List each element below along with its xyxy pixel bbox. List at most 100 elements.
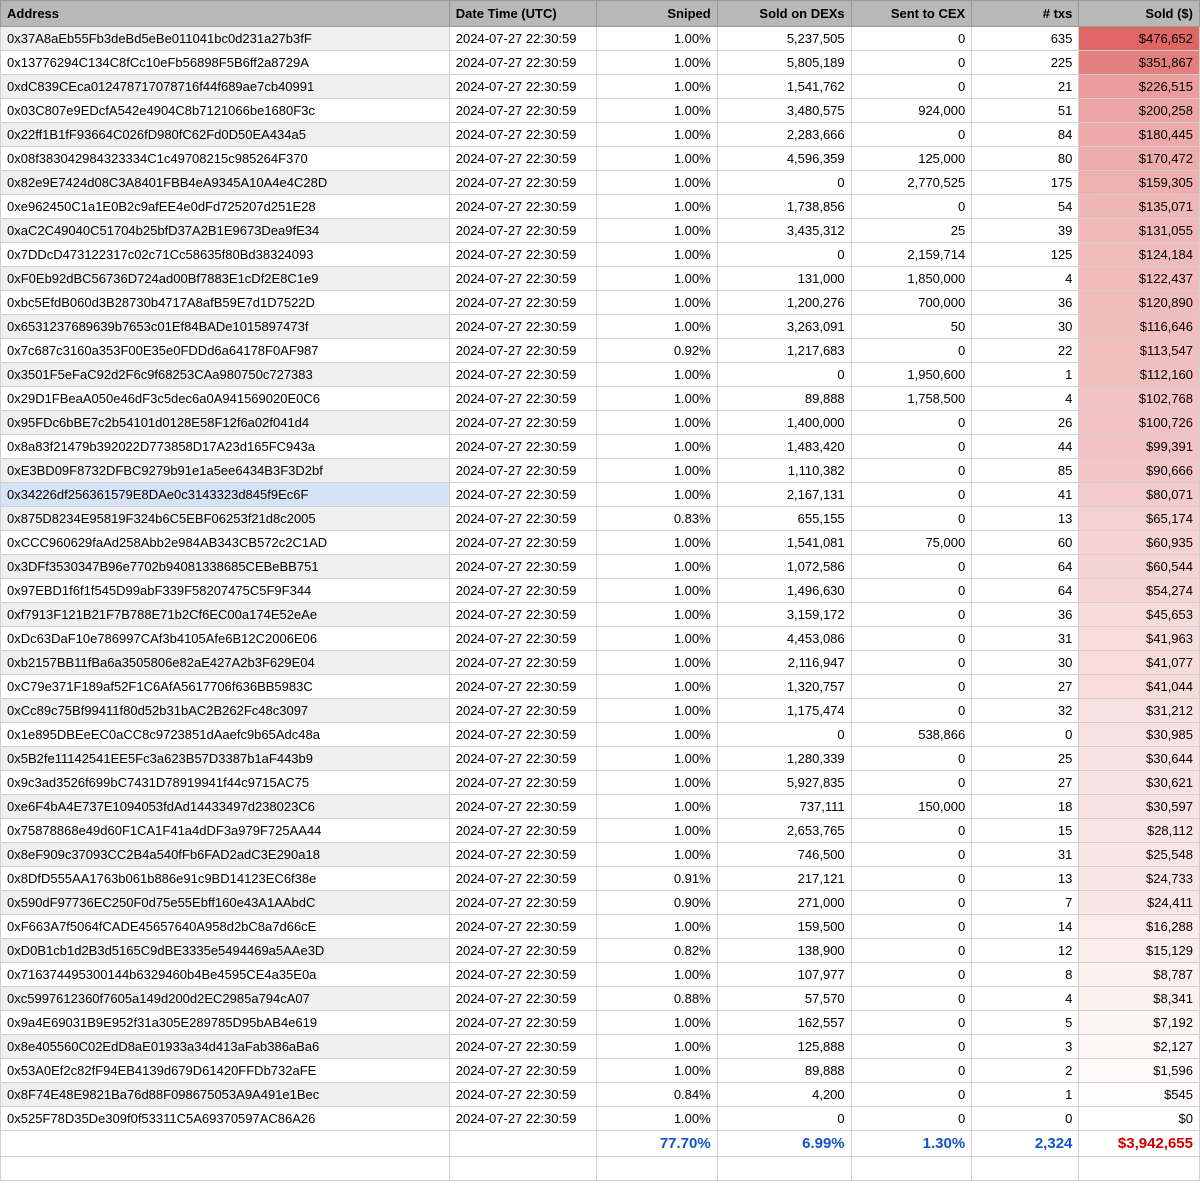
table-row[interactable]: 0xE3BD09F8732DFBC9279b91e1a5ee6434B3F3D2… bbox=[1, 459, 1200, 483]
cell-address[interactable]: 0x8DfD555AA1763b061b886e91c9BD14123EC6f3… bbox=[1, 867, 450, 891]
cell-address[interactable]: 0x29D1FBeaA050e46dF3c5dec6a0A941569020E0… bbox=[1, 387, 450, 411]
table-row[interactable]: 0x8F74E48E9821Ba76d88F098675053A9A491e1B… bbox=[1, 1083, 1200, 1107]
table-row[interactable]: 0x875D8234E95819F324b6C5EBF06253f21d8c20… bbox=[1, 507, 1200, 531]
table-row[interactable]: 0x9c3ad3526f699bC7431D78919941f44c9715AC… bbox=[1, 771, 1200, 795]
table-row[interactable]: 0x13776294C134C8fCc10eFb56898F5B6ff2a872… bbox=[1, 51, 1200, 75]
cell-address[interactable]: 0x1e895DBEeEC0aCC8c9723851dAaefc9b65Adc4… bbox=[1, 723, 450, 747]
cell-address[interactable]: 0x875D8234E95819F324b6C5EBF06253f21d8c20… bbox=[1, 507, 450, 531]
cell-address[interactable]: 0x13776294C134C8fCc10eFb56898F5B6ff2a872… bbox=[1, 51, 450, 75]
table-row[interactable]: 0x590dF97736EC250F0d75e55Ebff160e43A1AAb… bbox=[1, 891, 1200, 915]
cell-address[interactable]: 0xCc89c75Bf99411f80d52b31bAC2B262Fc48c30… bbox=[1, 699, 450, 723]
col-header-address[interactable]: Address bbox=[1, 1, 450, 27]
table-row[interactable]: 0x6531237689639b7653c01Ef84BADe101589747… bbox=[1, 315, 1200, 339]
table-row[interactable]: 0x3DFf3530347B96e7702b94081338685CEBeBB7… bbox=[1, 555, 1200, 579]
col-header-cex[interactable]: Sent to CEX bbox=[851, 1, 972, 27]
cell-address[interactable]: 0x22ff1B1fF93664C026fD980fC62Fd0D50EA434… bbox=[1, 123, 450, 147]
table-row[interactable]: 0x716374495300144b6329460b4Be4595CE4a35E… bbox=[1, 963, 1200, 987]
cell-address[interactable]: 0xe6F4bA4E737E1094053fdAd14433497d238023… bbox=[1, 795, 450, 819]
table-row[interactable]: 0x5B2fe11142541EE5Fc3a623B57D3387b1aF443… bbox=[1, 747, 1200, 771]
table-row[interactable]: 0x1e895DBEeEC0aCC8c9723851dAaefc9b65Adc4… bbox=[1, 723, 1200, 747]
table-row[interactable]: 0xDc63DaF10e786997CAf3b4105Afe6B12C2006E… bbox=[1, 627, 1200, 651]
table-row[interactable]: 0x08f383042984323334C1c49708215c985264F3… bbox=[1, 147, 1200, 171]
table-row[interactable]: 0xD0B1cb1d2B3d5165C9dBE3335e5494469a5AAe… bbox=[1, 939, 1200, 963]
cell-address[interactable]: 0x590dF97736EC250F0d75e55Ebff160e43A1AAb… bbox=[1, 891, 450, 915]
cell-address[interactable]: 0xaC2C49040C51704b25bfD37A2B1E9673Dea9fE… bbox=[1, 219, 450, 243]
cell-address[interactable]: 0xCCC960629faAd258Abb2e984AB343CB572c2C1… bbox=[1, 531, 450, 555]
cell-sniped: 0.90% bbox=[597, 891, 718, 915]
table-row[interactable]: 0x7c687c3160a353F00E35e0FDDd6a64178F0AF9… bbox=[1, 339, 1200, 363]
table-row[interactable]: 0xC79e371F189af52F1C6AfA5617706f636BB598… bbox=[1, 675, 1200, 699]
table-row[interactable]: 0xe962450C1a1E0B2c9afEE4e0dFd725207d251E… bbox=[1, 195, 1200, 219]
cell-address[interactable]: 0x5B2fe11142541EE5Fc3a623B57D3387b1aF443… bbox=[1, 747, 450, 771]
cell-address[interactable]: 0x95FDc6bBE7c2b54101d0128E58F12f6a02f041… bbox=[1, 411, 450, 435]
table-row[interactable]: 0xdC839CEca012478717078716f44f689ae7cb40… bbox=[1, 75, 1200, 99]
table-row[interactable]: 0xc5997612360f7605a149d200d2EC2985a794cA… bbox=[1, 987, 1200, 1011]
cell-address[interactable]: 0xE3BD09F8732DFBC9279b91e1a5ee6434B3F3D2… bbox=[1, 459, 450, 483]
cell-address[interactable]: 0xe962450C1a1E0B2c9afEE4e0dFd725207d251E… bbox=[1, 195, 450, 219]
table-row[interactable]: 0x75878868e49d60F1CA1F41a4dDF3a979F725AA… bbox=[1, 819, 1200, 843]
col-header-sniped[interactable]: Sniped bbox=[597, 1, 718, 27]
cell-address[interactable]: 0xD0B1cb1d2B3d5165C9dBE3335e5494469a5AAe… bbox=[1, 939, 450, 963]
table-row[interactable]: 0x8e405560C02EdD8aE01933a34d413aFab386aB… bbox=[1, 1035, 1200, 1059]
cell-address[interactable]: 0x37A8aEb55Fb3deBd5eBe011041bc0d231a27b3… bbox=[1, 27, 450, 51]
table-row[interactable]: 0xCc89c75Bf99411f80d52b31bAC2B262Fc48c30… bbox=[1, 699, 1200, 723]
cell-address[interactable]: 0x03C807e9EDcfA542e4904C8b7121066be1680F… bbox=[1, 99, 450, 123]
table-row[interactable]: 0x3501F5eFaC92d2F6c9f68253CAa980750c7273… bbox=[1, 363, 1200, 387]
cell-address[interactable]: 0x3501F5eFaC92d2F6c9f68253CAa980750c7273… bbox=[1, 363, 450, 387]
col-header-txs[interactable]: # txs bbox=[972, 1, 1079, 27]
table-row[interactable]: 0xe6F4bA4E737E1094053fdAd14433497d238023… bbox=[1, 795, 1200, 819]
table-row[interactable]: 0x8a83f21479b392022D773858D17A23d165FC94… bbox=[1, 435, 1200, 459]
col-header-dex[interactable]: Sold on DEXs bbox=[717, 1, 851, 27]
table-row[interactable]: 0x9a4E69031B9E952f31a305E289785D95bAB4e6… bbox=[1, 1011, 1200, 1035]
table-row[interactable]: 0x7DDcD473122317c02c71Cc58635f80Bd383240… bbox=[1, 243, 1200, 267]
cell-address[interactable]: 0x82e9E7424d08C3A8401FBB4eA9345A10A4e4C2… bbox=[1, 171, 450, 195]
table-row[interactable]: 0xb2157BB11fBa6a3505806e82aE427A2b3F629E… bbox=[1, 651, 1200, 675]
cell-address[interactable]: 0x9a4E69031B9E952f31a305E289785D95bAB4e6… bbox=[1, 1011, 450, 1035]
table-row[interactable]: 0xF0Eb92dBC56736D724ad00Bf7883E1cDf2E8C1… bbox=[1, 267, 1200, 291]
cell-address[interactable]: 0x7DDcD473122317c02c71Cc58635f80Bd383240… bbox=[1, 243, 450, 267]
table-row[interactable]: 0xF663A7f5064fCADE45657640A958d2bC8a7d66… bbox=[1, 915, 1200, 939]
table-row[interactable]: 0x8eF909c37093CC2B4a540fFb6FAD2adC3E290a… bbox=[1, 843, 1200, 867]
table-row[interactable]: 0x34226df256361579E8DAe0c3143323d845f9Ec… bbox=[1, 483, 1200, 507]
cell-address[interactable]: 0x8eF909c37093CC2B4a540fFb6FAD2adC3E290a… bbox=[1, 843, 450, 867]
cell-address[interactable]: 0x525F78D35De309f0f53311C5A69370597AC86A… bbox=[1, 1107, 450, 1131]
cell-address[interactable]: 0x75878868e49d60F1CA1F41a4dDF3a979F725AA… bbox=[1, 819, 450, 843]
cell-address[interactable]: 0xdC839CEca012478717078716f44f689ae7cb40… bbox=[1, 75, 450, 99]
table-row[interactable]: 0x03C807e9EDcfA542e4904C8b7121066be1680F… bbox=[1, 99, 1200, 123]
cell-address[interactable]: 0x34226df256361579E8DAe0c3143323d845f9Ec… bbox=[1, 483, 450, 507]
cell-address[interactable]: 0x53A0Ef2c82fF94EB4139d679D61420FFDb732a… bbox=[1, 1059, 450, 1083]
table-row[interactable]: 0xCCC960629faAd258Abb2e984AB343CB572c2C1… bbox=[1, 531, 1200, 555]
cell-address[interactable]: 0xDc63DaF10e786997CAf3b4105Afe6B12C2006E… bbox=[1, 627, 450, 651]
cell-address[interactable]: 0x8a83f21479b392022D773858D17A23d165FC94… bbox=[1, 435, 450, 459]
table-row[interactable]: 0x82e9E7424d08C3A8401FBB4eA9345A10A4e4C2… bbox=[1, 171, 1200, 195]
cell-address[interactable]: 0xF663A7f5064fCADE45657640A958d2bC8a7d66… bbox=[1, 915, 450, 939]
table-row[interactable]: 0xbc5EfdB060d3B28730b4717A8afB59E7d1D752… bbox=[1, 291, 1200, 315]
table-row[interactable]: 0x95FDc6bBE7c2b54101d0128E58F12f6a02f041… bbox=[1, 411, 1200, 435]
cell-address[interactable]: 0x8e405560C02EdD8aE01933a34d413aFab386aB… bbox=[1, 1035, 450, 1059]
table-row[interactable]: 0x29D1FBeaA050e46dF3c5dec6a0A941569020E0… bbox=[1, 387, 1200, 411]
cell-address[interactable]: 0xb2157BB11fBa6a3505806e82aE427A2b3F629E… bbox=[1, 651, 450, 675]
cell-address[interactable]: 0x08f383042984323334C1c49708215c985264F3… bbox=[1, 147, 450, 171]
cell-address[interactable]: 0xbc5EfdB060d3B28730b4717A8afB59E7d1D752… bbox=[1, 291, 450, 315]
table-row[interactable]: 0x53A0Ef2c82fF94EB4139d679D61420FFDb732a… bbox=[1, 1059, 1200, 1083]
cell-address[interactable]: 0x7c687c3160a353F00E35e0FDDd6a64178F0AF9… bbox=[1, 339, 450, 363]
cell-address[interactable]: 0x716374495300144b6329460b4Be4595CE4a35E… bbox=[1, 963, 450, 987]
cell-address[interactable]: 0xF0Eb92dBC56736D724ad00Bf7883E1cDf2E8C1… bbox=[1, 267, 450, 291]
cell-address[interactable]: 0x97EBD1f6f1f545D99abF339F58207475C5F9F3… bbox=[1, 579, 450, 603]
table-row[interactable]: 0x97EBD1f6f1f545D99abF339F58207475C5F9F3… bbox=[1, 579, 1200, 603]
col-header-datetime[interactable]: Date Time (UTC) bbox=[449, 1, 596, 27]
table-row[interactable]: 0x22ff1B1fF93664C026fD980fC62Fd0D50EA434… bbox=[1, 123, 1200, 147]
cell-address[interactable]: 0xC79e371F189af52F1C6AfA5617706f636BB598… bbox=[1, 675, 450, 699]
table-row[interactable]: 0xaC2C49040C51704b25bfD37A2B1E9673Dea9fE… bbox=[1, 219, 1200, 243]
cell-address[interactable]: 0xf7913F121B21F7B788E71b2Cf6EC00a174E52e… bbox=[1, 603, 450, 627]
cell-address[interactable]: 0x8F74E48E9821Ba76d88F098675053A9A491e1B… bbox=[1, 1083, 450, 1107]
cell-address[interactable]: 0x6531237689639b7653c01Ef84BADe101589747… bbox=[1, 315, 450, 339]
cell-address[interactable]: 0xc5997612360f7605a149d200d2EC2985a794cA… bbox=[1, 987, 450, 1011]
cell-address[interactable]: 0x9c3ad3526f699bC7431D78919941f44c9715AC… bbox=[1, 771, 450, 795]
table-row[interactable]: 0x8DfD555AA1763b061b886e91c9BD14123EC6f3… bbox=[1, 867, 1200, 891]
table-row[interactable]: 0x37A8aEb55Fb3deBd5eBe011041bc0d231a27b3… bbox=[1, 27, 1200, 51]
table-row[interactable]: 0xf7913F121B21F7B788E71b2Cf6EC00a174E52e… bbox=[1, 603, 1200, 627]
col-header-sold[interactable]: Sold ($) bbox=[1079, 1, 1200, 27]
cell-address[interactable]: 0x3DFf3530347B96e7702b94081338685CEBeBB7… bbox=[1, 555, 450, 579]
table-row[interactable]: 0x525F78D35De309f0f53311C5A69370597AC86A… bbox=[1, 1107, 1200, 1131]
